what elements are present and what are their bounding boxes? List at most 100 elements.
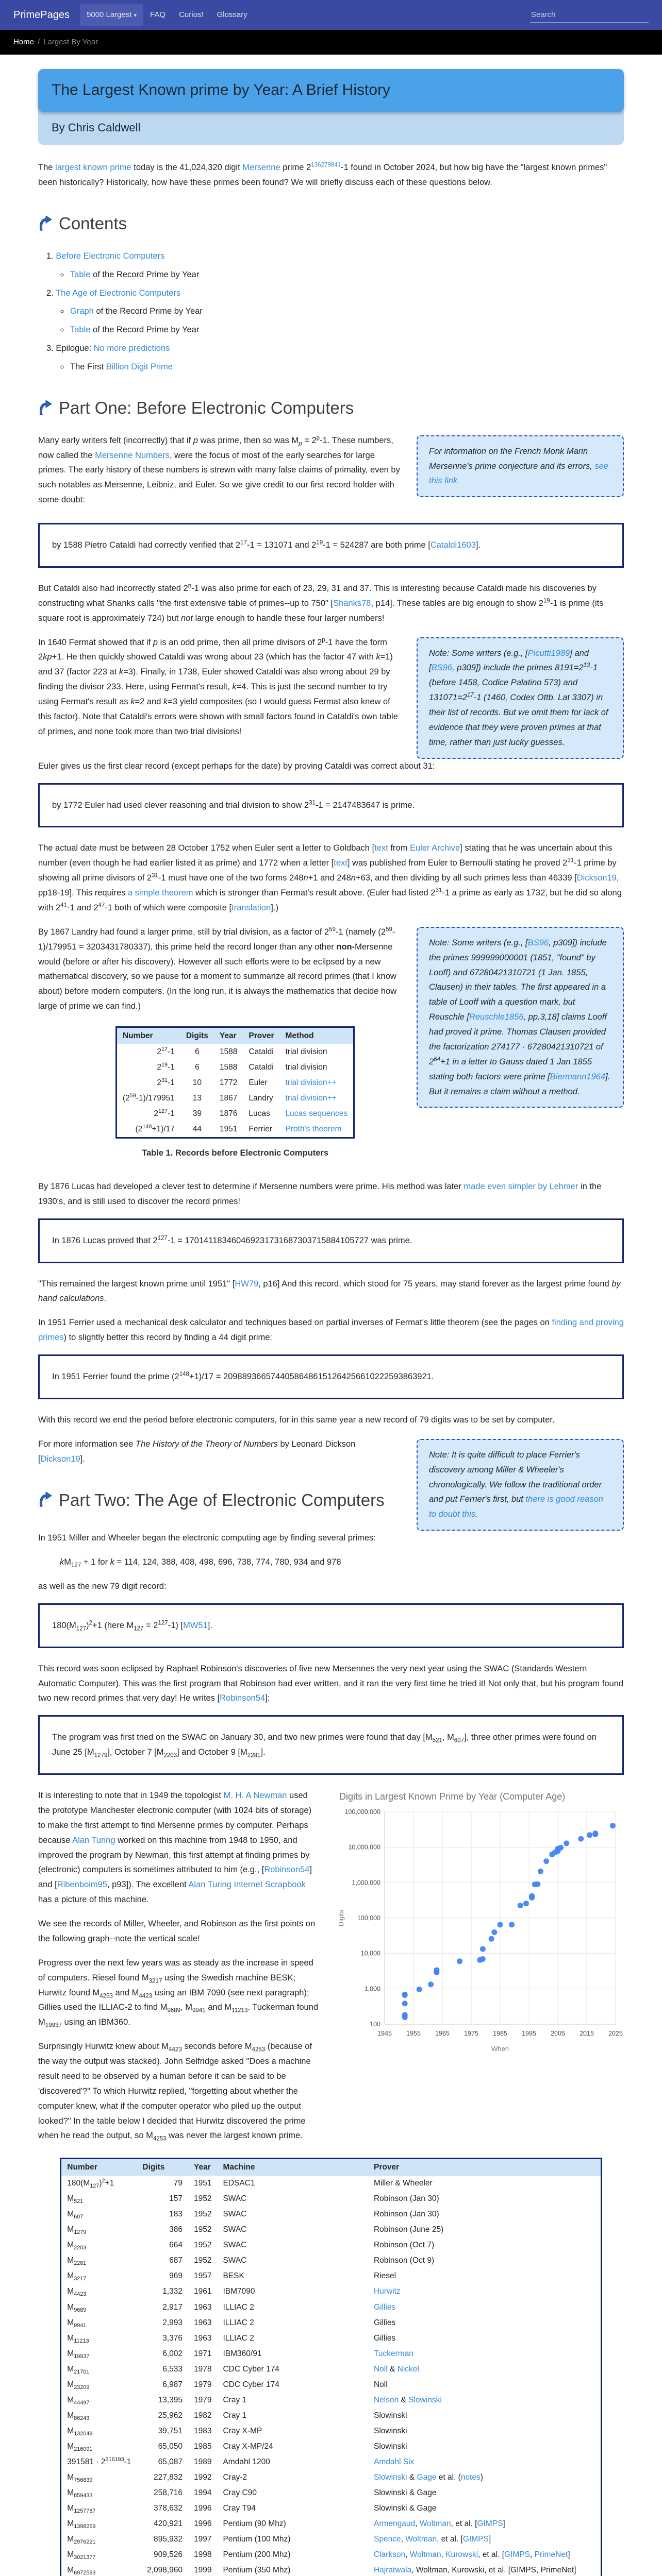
text-link[interactable]: The Age of Electronic Computers bbox=[56, 288, 181, 298]
text-link[interactable]: Slowinski bbox=[408, 2395, 442, 2404]
text-link[interactable]: Woltman bbox=[419, 2519, 451, 2528]
text-link[interactable]: Hajratwala bbox=[373, 2565, 412, 2574]
table-row: M1257787 378,632 1996 Cray T94 Slowinski & G… bbox=[67, 2503, 437, 2514]
text-link[interactable]: M. H. A Newman bbox=[223, 1791, 287, 1801]
table-row: M607 183 1952 SWAC Robinson (Jan 30) bbox=[67, 2210, 439, 2221]
text-link[interactable]: Alan Turing bbox=[72, 1835, 115, 1845]
text-link[interactable]: a simple theorem bbox=[127, 888, 193, 897]
text-link[interactable]: Nickel bbox=[397, 2364, 419, 2374]
text-link[interactable]: Table bbox=[70, 269, 91, 279]
text-link[interactable]: Kurowski bbox=[445, 2550, 478, 2559]
text-link[interactable]: Armengaud bbox=[373, 2519, 416, 2528]
data-point bbox=[537, 1868, 543, 1874]
svg-text:100,000: 100,000 bbox=[357, 1914, 380, 1922]
text-link[interactable]: Mersenne bbox=[242, 163, 280, 173]
text-link[interactable]: Reuschle1856 bbox=[469, 1012, 524, 1022]
svg-text:1985: 1985 bbox=[493, 2030, 507, 2037]
text-link[interactable]: Tuckerman bbox=[373, 2349, 413, 2358]
text-link[interactable]: Before Electronic Computers bbox=[56, 251, 165, 261]
data-point bbox=[402, 2012, 408, 2018]
text-link[interactable]: Robinson54 bbox=[220, 1693, 266, 1703]
back-to-top-icon[interactable] bbox=[38, 1492, 52, 1507]
text-link[interactable]: translation bbox=[231, 903, 271, 912]
text-link[interactable]: trial division++ bbox=[285, 1078, 337, 1088]
text-link[interactable]: text bbox=[374, 843, 388, 853]
text-link[interactable]: Gillies bbox=[373, 2302, 396, 2312]
chevron-down-icon: ▾ bbox=[134, 12, 137, 19]
text-link[interactable]: Woltman bbox=[409, 2550, 441, 2559]
contents-subitem: Table of the Record Prime by Year bbox=[69, 267, 624, 282]
nav-item-faq[interactable]: FAQ bbox=[150, 10, 166, 19]
text-link[interactable]: Mersenne Numbers bbox=[95, 450, 170, 460]
text-link[interactable]: made even simpler by Lehmer bbox=[464, 1181, 578, 1191]
text-link[interactable]: BS96 bbox=[527, 938, 549, 947]
text-link[interactable]: Dickson19 bbox=[576, 873, 617, 883]
column-header: Number bbox=[116, 1027, 180, 1045]
text-link[interactable]: Billion Digit Prime bbox=[106, 362, 173, 371]
text-link[interactable]: Ribenboim95 bbox=[57, 1880, 107, 1890]
paragraph: By 1876 Lucas had developed a clever tes… bbox=[38, 1181, 602, 1206]
back-to-top-icon[interactable] bbox=[38, 400, 52, 416]
text-link[interactable]: finding and proving primes bbox=[38, 1318, 624, 1343]
text-link[interactable]: see this link bbox=[429, 461, 608, 486]
text-link[interactable]: Nelson bbox=[373, 2395, 399, 2404]
text-link[interactable]: BS96 bbox=[431, 663, 452, 673]
citation-link[interactable]: 136279841 bbox=[311, 162, 341, 168]
brand-logo[interactable]: PrimePages bbox=[13, 9, 70, 21]
text-link[interactable]: Hurwitz bbox=[373, 2287, 401, 2296]
text-link[interactable]: Amdahl Six bbox=[373, 2457, 415, 2466]
text-link[interactable]: Noll bbox=[373, 2364, 388, 2374]
text-link[interactable]: PrimeNet bbox=[534, 2550, 568, 2559]
data-point bbox=[491, 1929, 498, 1936]
data-point bbox=[609, 1823, 616, 1829]
text-link[interactable]: GIMPS bbox=[504, 2550, 530, 2559]
table-row: M44497 13,395 1979 Cray 1 Nelson & Slowinski bbox=[67, 2395, 442, 2406]
text-link[interactable]: GIMPS bbox=[462, 2534, 489, 2544]
back-to-top-icon[interactable] bbox=[38, 215, 52, 231]
quote-box: In 1876 Lucas proved that 2127-1 = 17014… bbox=[38, 1218, 624, 1263]
text-link[interactable]: Spence bbox=[373, 2534, 401, 2544]
contents-item: 1. Before Electronic ComputersTable of t… bbox=[46, 249, 624, 282]
text-link[interactable]: text bbox=[334, 858, 347, 868]
text-link[interactable]: Table bbox=[70, 325, 91, 335]
text-link[interactable]: there is good reason to doubt this bbox=[429, 1495, 603, 1519]
nav-item-5000-largest[interactable]: 5000 Largest ▾ bbox=[79, 3, 144, 27]
text-link[interactable]: largest known prime bbox=[55, 163, 131, 173]
column-header: Prover bbox=[368, 2158, 602, 2176]
data-table: Number Digits Year Machine Prover 180(M127)2+… bbox=[60, 2158, 602, 2576]
text-link[interactable]: Picutti1989 bbox=[527, 648, 570, 658]
text-link[interactable]: Woltman bbox=[405, 2534, 437, 2544]
text-link[interactable]: No more predictions bbox=[93, 344, 170, 353]
text-link[interactable]: Cataldi1603 bbox=[430, 540, 476, 550]
text-link[interactable]: notes bbox=[460, 2472, 481, 2482]
data-point bbox=[535, 1881, 541, 1887]
text-link[interactable]: Gage bbox=[417, 2472, 437, 2482]
table-row: 2127-1 39 1876 Lucas Lucas sequences bbox=[154, 1108, 348, 1118]
data-point bbox=[416, 1986, 422, 1992]
page-title: The Largest Known prime by Year: A Brief… bbox=[38, 69, 624, 112]
text-link[interactable]: MW51 bbox=[183, 1620, 208, 1630]
text-link[interactable]: HW79 bbox=[235, 1279, 259, 1289]
text-link[interactable]: Lucas sequences bbox=[285, 1109, 348, 1118]
text-link[interactable]: Euler Archive bbox=[409, 843, 460, 853]
search-input[interactable] bbox=[530, 7, 649, 23]
nav-item-glossary[interactable]: Glossary bbox=[217, 10, 247, 19]
data-point bbox=[479, 1956, 486, 1962]
quote-box: In 1951 Ferrier found the prime (2148+1)… bbox=[38, 1354, 624, 1399]
text-link[interactable]: Dickson19 bbox=[40, 1454, 80, 1464]
nav-item-curios[interactable]: Curios! bbox=[179, 10, 204, 19]
text-link[interactable]: Shanks78 bbox=[333, 598, 371, 608]
contents-heading: Contents bbox=[38, 209, 624, 239]
text-link[interactable]: GIMPS bbox=[477, 2519, 503, 2528]
breadcrumb-home-link[interactable]: Home bbox=[13, 38, 35, 46]
text-link[interactable]: Proth's theorem bbox=[285, 1125, 342, 1134]
text-link[interactable]: Biermann1964 bbox=[550, 1072, 606, 1081]
text-link[interactable]: Slowinski bbox=[373, 2472, 407, 2482]
text-link[interactable]: Robinson54 bbox=[264, 1865, 310, 1875]
data-point bbox=[592, 1831, 599, 1837]
text-link[interactable]: Graph bbox=[70, 307, 94, 316]
text-link[interactable]: Alan Turing Internet Scrapbook bbox=[188, 1880, 306, 1890]
column-header: Prover bbox=[243, 1027, 280, 1045]
text-link[interactable]: trial division++ bbox=[285, 1094, 337, 1103]
text-link[interactable]: Clarkson bbox=[373, 2550, 406, 2559]
